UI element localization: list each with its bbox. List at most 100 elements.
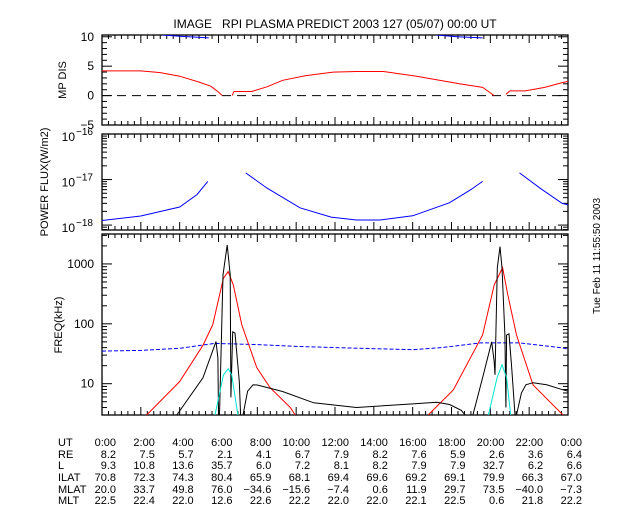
table-cell: 8.2 <box>373 460 388 472</box>
table-cell: 6.0 <box>256 460 271 472</box>
table-cell: 22.5 <box>444 495 465 507</box>
series-line-blue <box>435 35 483 39</box>
series-line-red <box>231 71 495 97</box>
series-line-blue <box>162 35 209 39</box>
series-line-black <box>516 382 568 415</box>
table-cell: 8:00 <box>250 437 271 449</box>
y-tick-label-exponent: −16 <box>76 127 93 138</box>
table-cell: 7.6 <box>411 449 426 461</box>
table-cell: 69.6 <box>366 472 387 484</box>
figure-title: IMAGE RPI PLASMA PREDICT 2003 127 (05/07… <box>173 17 497 31</box>
panel-3: 1000 100 10 FREQ(kHz) <box>53 233 569 416</box>
table-cell: 4:00 <box>172 437 193 449</box>
table-cell: 7.9 <box>411 460 426 472</box>
table-cell: 49.8 <box>172 484 193 496</box>
table-cell: 6.6 <box>567 460 582 472</box>
y-tick-label-base: 10 <box>62 176 76 190</box>
table-cell: 65.9 <box>250 472 271 484</box>
panel-1: 10 5 0 −5 MP DIS <box>57 30 569 132</box>
table-cell: 22.0 <box>366 495 387 507</box>
table-cell: −7.3 <box>560 484 582 496</box>
table-cell: 0.6 <box>373 484 388 496</box>
table-cell: 3.6 <box>528 449 543 461</box>
y-tick-label: 5 <box>87 59 94 73</box>
y-tick-label-exponent: −18 <box>76 218 93 229</box>
table-cell: 22.6 <box>250 495 271 507</box>
row-label: L <box>58 460 64 472</box>
series-line-red <box>505 81 568 95</box>
table-cell: 29.7 <box>444 484 465 496</box>
y-axis-label: MP DIS <box>57 61 69 99</box>
table-cell: 33.7 <box>133 484 154 496</box>
table-cell: −15.6 <box>282 484 310 496</box>
table-cell: 6:00 <box>211 437 232 449</box>
table-cell: 32.7 <box>483 460 504 472</box>
table-cell: 20.0 <box>95 484 116 496</box>
table-cell: 6.2 <box>528 460 543 472</box>
series-line-blue <box>519 172 568 206</box>
row-label: MLT <box>58 495 79 507</box>
table-cell: 13.6 <box>172 460 193 472</box>
table-cell: 68.1 <box>289 472 310 484</box>
table-cell: 21.8 <box>522 495 543 507</box>
table-cell: 7.9 <box>450 460 465 472</box>
series-blue <box>162 35 483 39</box>
y-tick-label-base: 10 <box>62 130 76 144</box>
row-label: ILAT <box>58 472 81 484</box>
table-cell: 0.6 <box>489 495 504 507</box>
table-cell: −7.4 <box>327 484 349 496</box>
table-cell: 79.9 <box>483 472 504 484</box>
table-cell: 12:00 <box>321 437 349 449</box>
timestamp: Tue Feb 11 11:55:50 2003 <box>592 198 603 314</box>
series-black <box>176 244 568 415</box>
series-line-black <box>176 244 242 415</box>
plot-frame <box>101 34 569 126</box>
series-cyan <box>214 363 512 415</box>
table-cell: 2.1 <box>217 449 232 461</box>
table-cell: 7.2 <box>295 460 310 472</box>
table-cell: 35.7 <box>211 460 232 472</box>
table-cell: 2.6 <box>489 449 504 461</box>
ephemeris-table: UT 0:00 2:00 4:00 6:00 8:00 10:00 12:00 14:00 16:… <box>58 437 582 507</box>
y-tick-label: 100 <box>74 317 94 331</box>
table-cell: 69.1 <box>444 472 465 484</box>
table-cell: 10:00 <box>283 437 311 449</box>
table-cell: 72.3 <box>133 472 154 484</box>
table-cell: 0:00 <box>95 437 116 449</box>
table-cell: 22:00 <box>516 437 544 449</box>
table-cell: 80.4 <box>211 472 232 484</box>
table-cell: 7.9 <box>334 449 349 461</box>
table-cell: 11.9 <box>406 484 427 496</box>
row-label: MLAT <box>58 484 87 496</box>
series-line-red <box>102 70 223 96</box>
table-cell: 7.5 <box>140 449 155 461</box>
table-cell: 22.0 <box>172 495 193 507</box>
table-cell: 70.8 <box>95 472 116 484</box>
y-axis-label: FREQ(kHz) <box>53 297 65 354</box>
table-cell: 5.7 <box>178 449 193 461</box>
row-label: UT <box>58 437 73 449</box>
table-cell: 22.2 <box>561 495 582 507</box>
table-cell: 22.1 <box>405 495 426 507</box>
table-cell: 8.1 <box>334 460 349 472</box>
plot-frame <box>101 133 569 231</box>
y-axis-label: POWER FLUX(W/m2) <box>39 128 51 237</box>
series-red <box>146 266 564 415</box>
y-tick-label: 10 <box>81 30 95 44</box>
series-red <box>102 70 568 97</box>
y-tick-label: 0 <box>87 89 94 103</box>
table-cell: 73.5 <box>483 484 504 496</box>
table-cell: 20:00 <box>477 437 505 449</box>
series-line-cyan <box>214 367 239 415</box>
table-cell: 12.6 <box>211 495 232 507</box>
table-cell: 16:00 <box>399 437 427 449</box>
row-label: RE <box>58 449 73 461</box>
table-cell: 8.2 <box>101 449 116 461</box>
series-line-red <box>427 266 564 415</box>
table-cell: 6.7 <box>295 449 310 461</box>
table-cell: 22.2 <box>289 495 310 507</box>
table-cell: 18:00 <box>438 437 466 449</box>
